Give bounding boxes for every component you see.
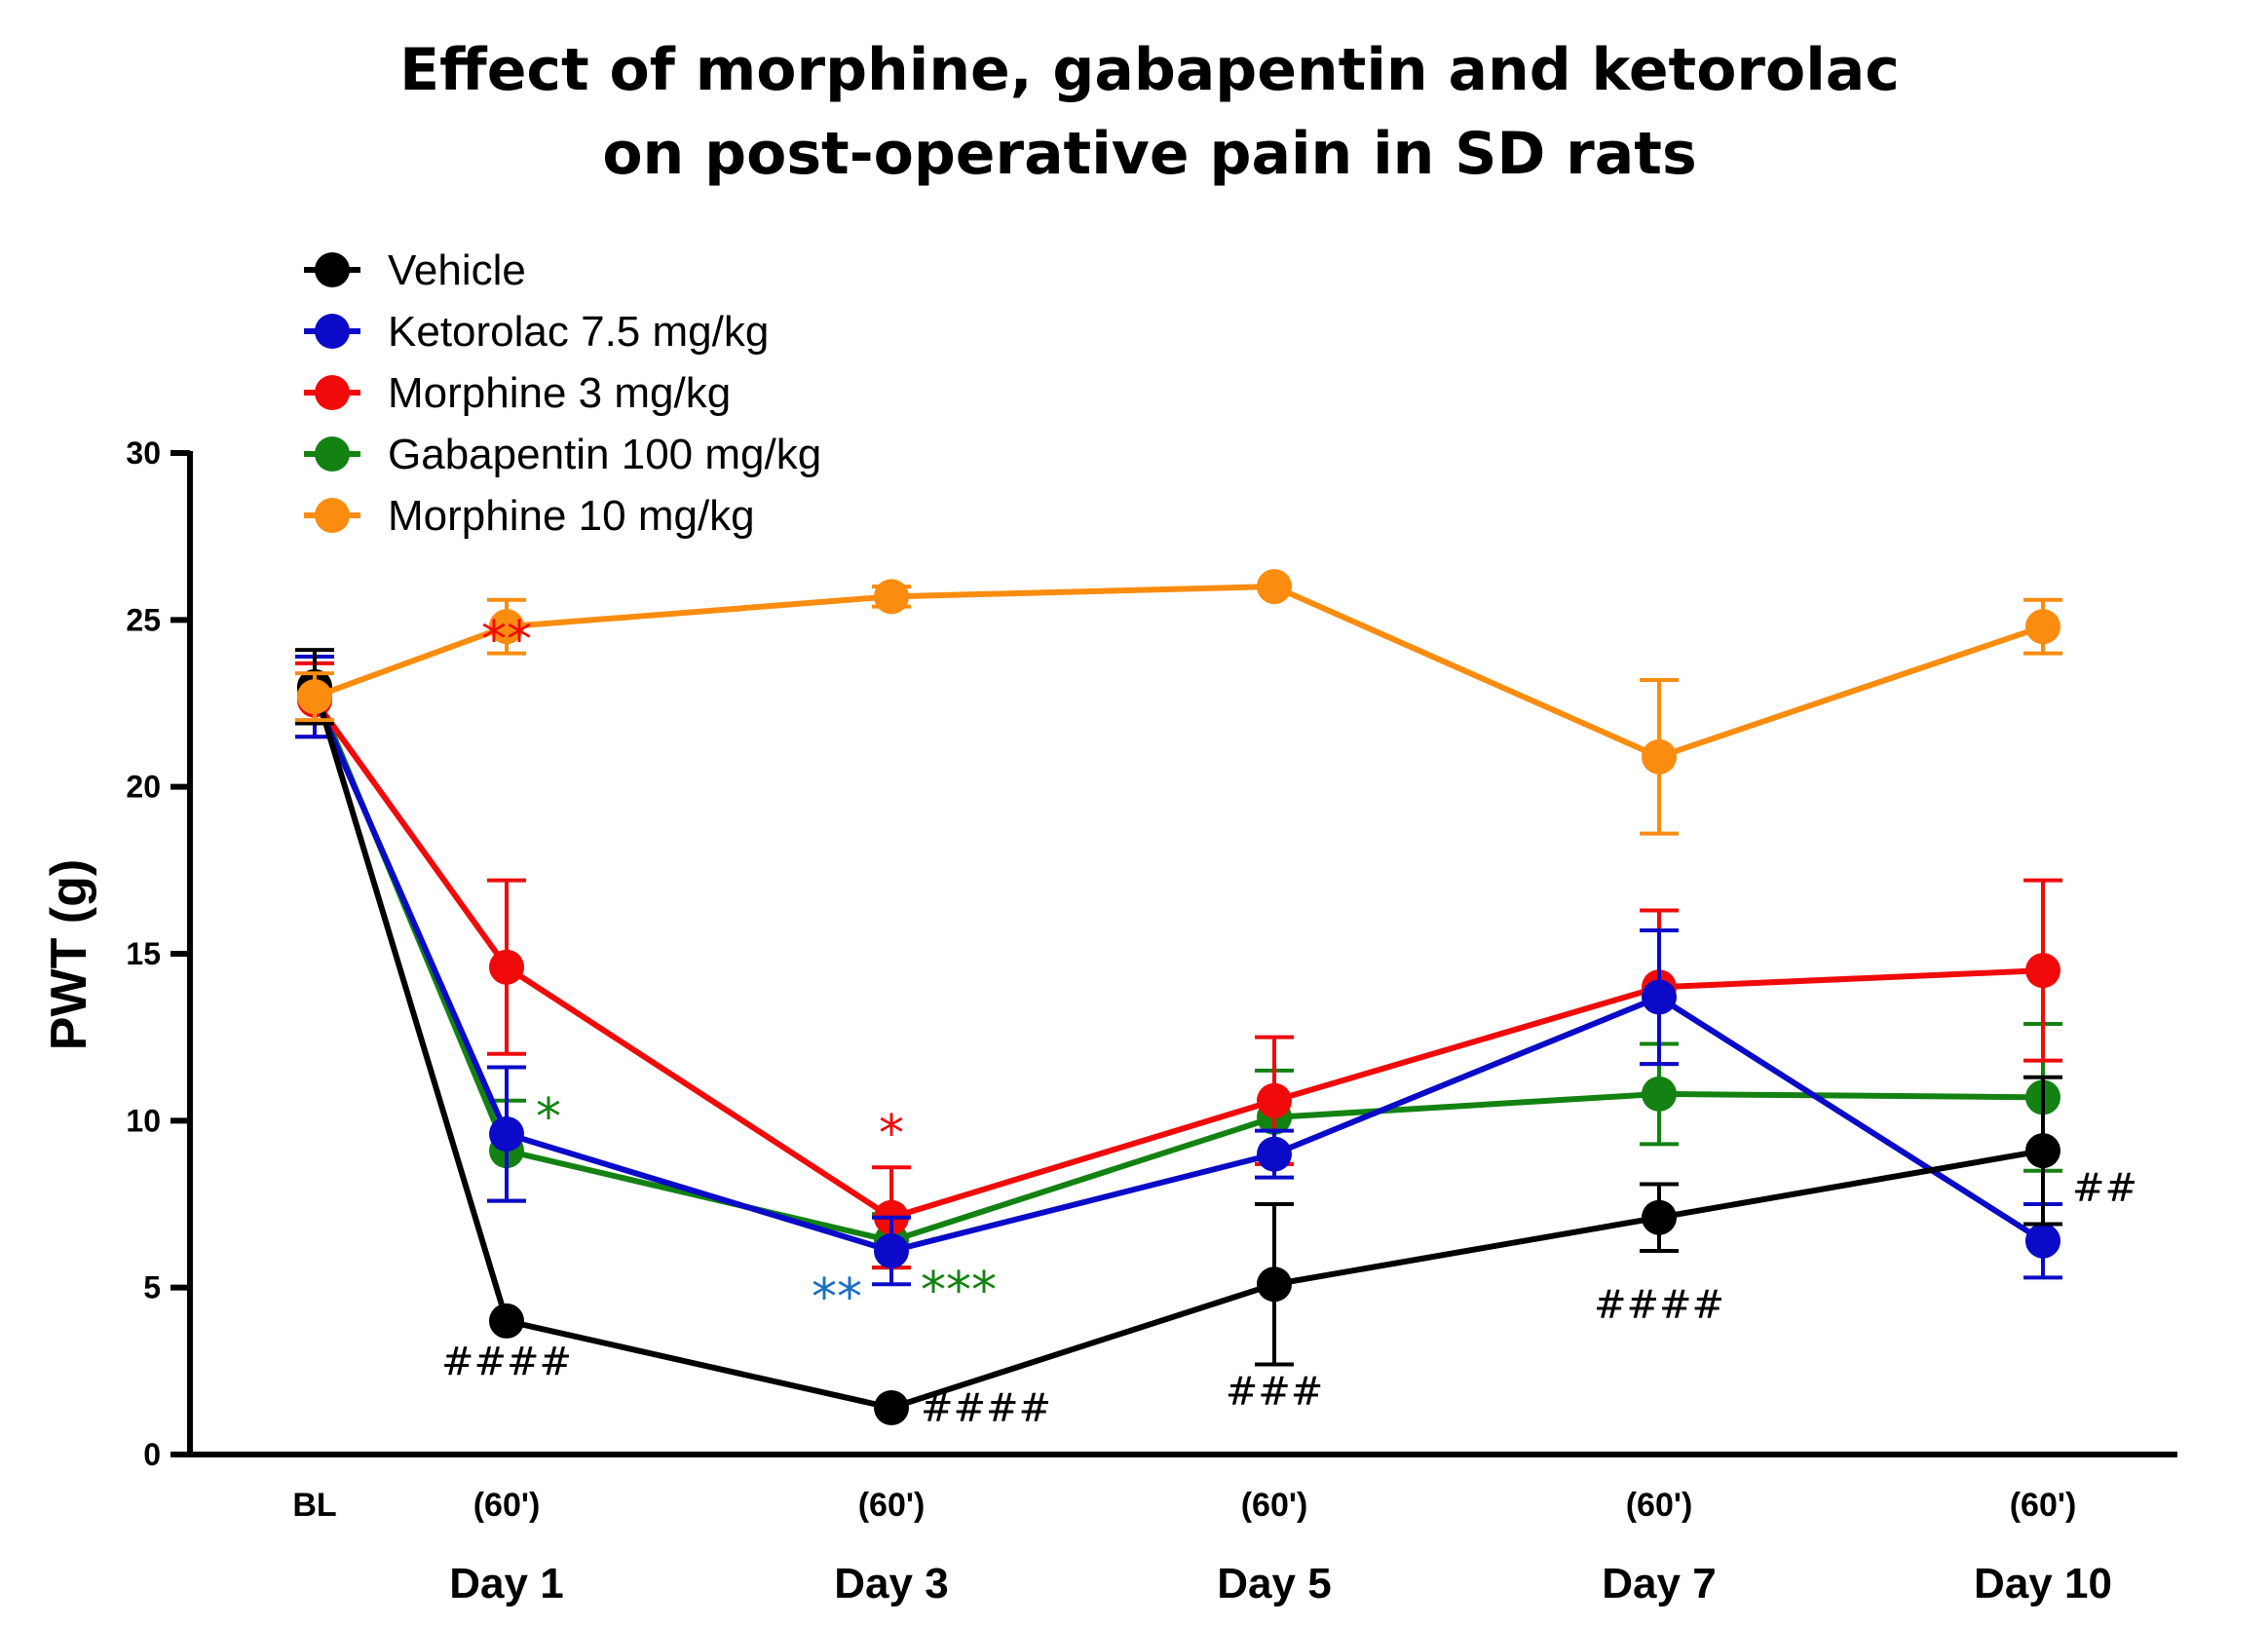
series-1 — [295, 655, 2062, 1287]
data-point — [1642, 1199, 1677, 1235]
data-point — [2025, 1223, 2060, 1259]
y-tick-label: 15 — [126, 936, 161, 971]
data-point — [1642, 1076, 1677, 1112]
y-tick-label: 25 — [126, 602, 161, 637]
annotation: #### — [441, 1340, 572, 1384]
series-line — [312, 685, 2044, 1412]
y-tick-label: 30 — [126, 435, 161, 471]
data-point — [489, 609, 524, 645]
axes: 0 5 10 15 20 25 30 BL (60') (60') (60') (60') (60') D… — [126, 435, 2177, 1607]
legend-marker — [315, 436, 350, 472]
x-tick-label: (60') — [2010, 1487, 2077, 1524]
annotation: ### — [1226, 1370, 1324, 1415]
legend-item: Vehicle — [304, 246, 526, 294]
x-tick-label: BL — [292, 1487, 336, 1524]
x-day-label: Day 5 — [1217, 1560, 1331, 1607]
data-point — [489, 1303, 524, 1339]
data-point — [1257, 1136, 1292, 1172]
x-tick-label: (60') — [473, 1487, 541, 1524]
data-point — [489, 1116, 524, 1153]
x-day-label: Day 7 — [1602, 1560, 1716, 1607]
series-4 — [295, 569, 2062, 836]
legend-marker — [315, 314, 350, 349]
legend-item: Gabapentin 100 mg/kg — [304, 431, 821, 478]
data-point — [1257, 1266, 1292, 1303]
legend: Vehicle Ketorolac 7.5 mg/kg Morphine 3 mg/… — [304, 246, 821, 540]
data-point — [2025, 953, 2060, 989]
series-0 — [295, 648, 2062, 1426]
y-tick-label: 10 — [126, 1103, 161, 1138]
series-line — [312, 698, 2044, 1221]
y-tick-label: 20 — [126, 770, 161, 805]
data-point — [297, 679, 332, 715]
annotation: *** — [921, 1262, 997, 1320]
data-point — [1642, 738, 1677, 775]
data-point — [1257, 569, 1292, 605]
annotation: ## — [2072, 1166, 2137, 1211]
chart-title-line-1: Effect of morphine, gabapentin and ketor… — [399, 36, 1900, 104]
x-day-label: Day 1 — [449, 1560, 563, 1607]
data-point — [2025, 1133, 2060, 1169]
x-tick-label: (60') — [1241, 1487, 1308, 1524]
data-point — [874, 1232, 909, 1268]
data-point — [489, 949, 524, 985]
legend-marker — [315, 375, 350, 410]
x-day-label: Day 10 — [1974, 1560, 2112, 1607]
annotation: ** — [812, 1268, 862, 1327]
legend-label: Ketorolac 7.5 mg/kg — [388, 308, 769, 356]
data-point — [1642, 979, 1677, 1015]
annotation: * — [536, 1088, 561, 1147]
annotation: ** — [481, 611, 532, 669]
y-tick-label: 5 — [143, 1270, 161, 1305]
legend-label: Vehicle — [388, 246, 526, 294]
data-point — [874, 1390, 909, 1426]
legend-label: Morphine 3 mg/kg — [388, 369, 731, 417]
legend-item: Ketorolac 7.5 mg/kg — [304, 308, 769, 356]
legend-label: Morphine 10 mg/kg — [388, 492, 755, 540]
x-day-label: Day 3 — [834, 1560, 948, 1607]
data-point — [1257, 1082, 1292, 1118]
legend-item: Morphine 3 mg/kg — [304, 369, 731, 417]
series-line — [313, 584, 2044, 760]
annotation: #### — [921, 1386, 1051, 1431]
data-point — [874, 579, 909, 615]
series-line — [312, 689, 2044, 1244]
legend-marker — [315, 498, 350, 533]
y-axis-label: PWT (g) — [41, 859, 97, 1050]
legend-marker — [315, 252, 350, 287]
series-line — [312, 695, 2045, 1254]
series-layer — [295, 569, 2062, 1426]
x-tick-label: (60') — [858, 1487, 926, 1524]
legend-label: Gabapentin 100 mg/kg — [388, 431, 821, 478]
annotation: * — [879, 1105, 904, 1163]
annotation: #### — [1594, 1283, 1724, 1328]
legend-item: Morphine 10 mg/kg — [304, 492, 755, 540]
chart-title-line-2: on post-operative pain in SD rats — [602, 120, 1696, 188]
annotation-layer: ######## #########****** *** — [441, 611, 2137, 1431]
data-point — [2025, 609, 2060, 645]
y-tick-label: 0 — [143, 1437, 161, 1472]
x-tick-label: (60') — [1626, 1487, 1693, 1524]
